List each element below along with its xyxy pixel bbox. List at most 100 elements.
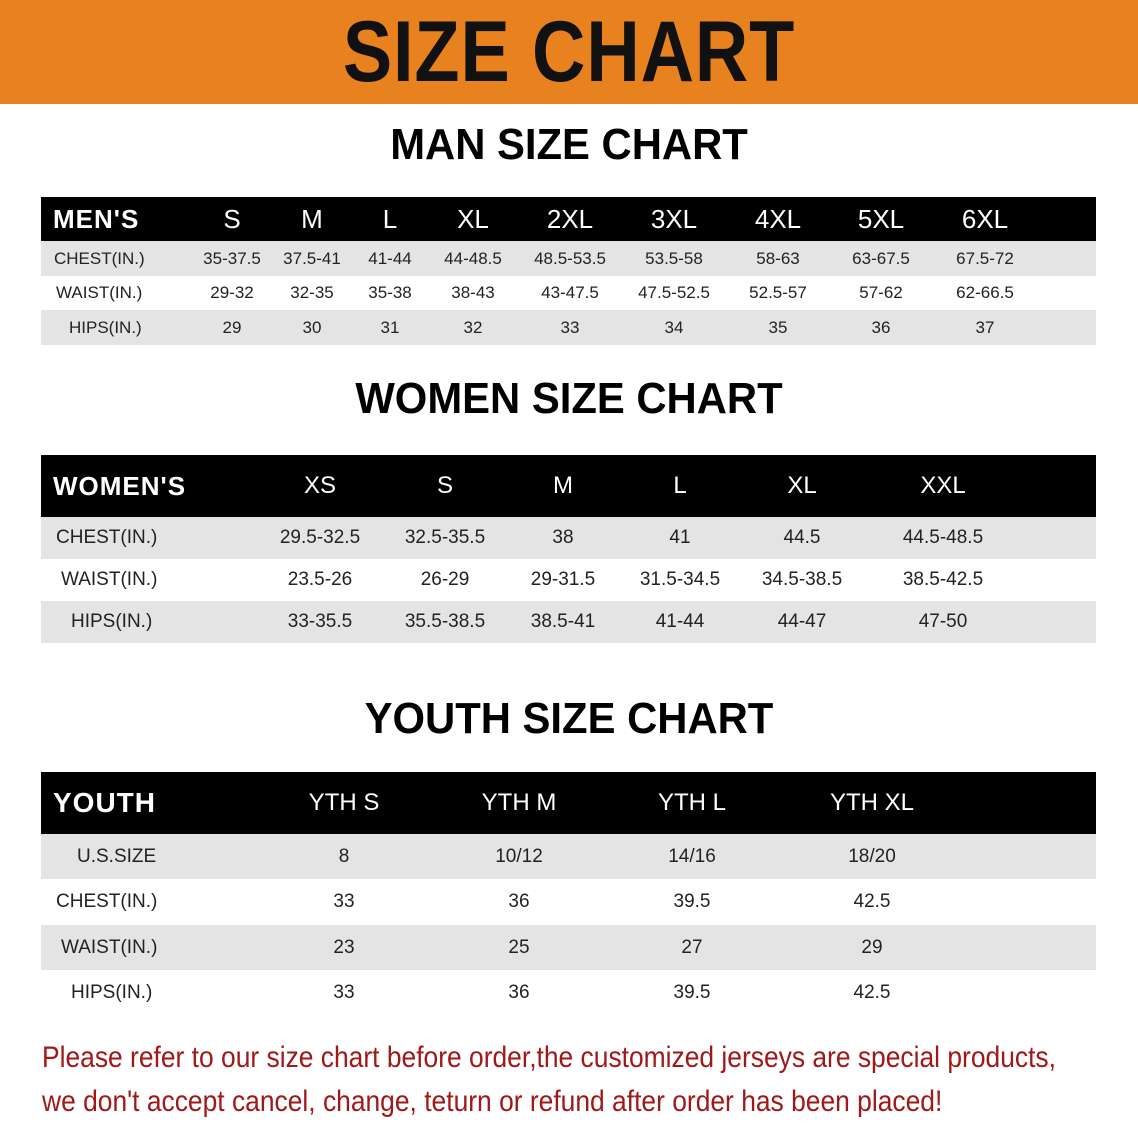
row-label: WAIST(IN.) bbox=[61, 569, 158, 590]
table-row: CHEST(IN.) 29.5-32.5 32.5-35.5 38 41 44.5 44.5… bbox=[41, 517, 1096, 559]
size-column-header: XL bbox=[457, 203, 489, 234]
table-cell: 14/16 bbox=[668, 845, 716, 867]
table-cell: 29-31.5 bbox=[530, 569, 596, 590]
youth-size-table: YOUTH YTH S YTH M YTH L YTH XL U.S.SIZE 8 10/12… bbox=[41, 772, 1096, 1015]
size-column-header: YTH M bbox=[481, 789, 557, 816]
table-cell: 36 bbox=[508, 981, 530, 1003]
table-cell: 38 bbox=[552, 527, 574, 548]
size-column-header: 2XL bbox=[546, 203, 594, 234]
men-size-table: MEN'S S M L XL 2XL 3XL 4XL 5XL 6XL CHEST(IN.) 35-37… bbox=[41, 197, 1096, 345]
table-cell: 23.5-26 bbox=[287, 569, 353, 590]
row-label: HIPS(IN.) bbox=[71, 981, 153, 1003]
size-column-header: S bbox=[223, 203, 241, 234]
table-row: CHEST(IN.) 33 36 39.5 42.5 bbox=[41, 879, 1096, 925]
size-column-header: YTH S bbox=[308, 789, 380, 816]
table-cell: 32-35 bbox=[290, 283, 334, 302]
table-cell: 53.5-58 bbox=[645, 248, 703, 268]
size-column-header: XS bbox=[303, 472, 337, 499]
size-column-header: XL bbox=[787, 472, 817, 499]
table-cell: 47-50 bbox=[918, 611, 968, 632]
table-cell: 37 bbox=[975, 317, 995, 337]
table-cell: 62-66.5 bbox=[956, 283, 1014, 302]
table-cell: 52.5-57 bbox=[749, 283, 807, 302]
banner-title: SIZE CHART bbox=[342, 4, 796, 100]
table-row: HIPS(IN.) 33 36 39.5 42.5 bbox=[41, 970, 1096, 1015]
table-cell: 33 bbox=[560, 317, 580, 337]
table-cell: 26-29 bbox=[420, 569, 470, 590]
table-cell: 36 bbox=[508, 891, 530, 912]
table-cell: 42.5 bbox=[853, 891, 891, 912]
row-label: CHEST(IN.) bbox=[54, 248, 145, 268]
table-cell: 38-43 bbox=[451, 283, 495, 302]
table-cell: 35.5-38.5 bbox=[404, 611, 486, 632]
table-cell: 39.5 bbox=[673, 891, 711, 912]
men-section-title: MAN SIZE CHART bbox=[390, 120, 748, 169]
table-cell: 35-38 bbox=[368, 283, 412, 302]
table-cell: 41-44 bbox=[368, 248, 412, 268]
table-cell: 30 bbox=[302, 317, 322, 337]
row-label: WAIST(IN.) bbox=[61, 936, 158, 958]
table-cell: 42.5 bbox=[853, 981, 891, 1003]
size-column-header: 6XL bbox=[961, 203, 1009, 234]
table-cell: 48.5-53.5 bbox=[534, 248, 606, 268]
size-column-header: L bbox=[382, 203, 398, 234]
row-label: CHEST(IN.) bbox=[56, 527, 158, 548]
size-column-header: 5XL bbox=[857, 203, 905, 234]
table-cell: 18/20 bbox=[848, 845, 896, 867]
table-header-row: WOMEN'S XS S M L XL XXL bbox=[41, 455, 1096, 517]
table-cell: 34 bbox=[664, 317, 684, 337]
table-cell: 44.5 bbox=[783, 527, 821, 548]
table-cell: 29 bbox=[861, 936, 883, 958]
table-cell: 29 bbox=[222, 317, 242, 337]
table-cell: 41-44 bbox=[655, 611, 705, 632]
header-label: MEN'S bbox=[53, 203, 140, 234]
table-cell: 63-67.5 bbox=[852, 248, 910, 268]
table-row: WAIST(IN.) 23.5-26 26-29 29-31.5 31.5-34.5 34… bbox=[41, 559, 1096, 601]
table-cell: 23 bbox=[333, 936, 355, 958]
notice-line-1: Please refer to our size chart before or… bbox=[42, 1041, 1056, 1074]
youth-section-title: YOUTH SIZE CHART bbox=[364, 694, 774, 743]
table-cell: 10/12 bbox=[495, 845, 543, 867]
size-column-header: YTH XL bbox=[829, 789, 915, 816]
table-cell: 57-62 bbox=[859, 283, 903, 302]
table-row: WAIST(IN.) 29-32 32-35 35-38 38-43 43-47.5 47.… bbox=[41, 276, 1096, 310]
size-column-header: M bbox=[553, 472, 573, 499]
row-label: WAIST(IN.) bbox=[56, 283, 143, 302]
table-cell: 25 bbox=[508, 936, 530, 958]
size-column-header: YTH L bbox=[657, 789, 727, 816]
table-cell: 33 bbox=[333, 891, 355, 912]
table-cell: 35-37.5 bbox=[203, 248, 261, 268]
table-cell: 44.5-48.5 bbox=[902, 527, 984, 548]
size-column-header: 4XL bbox=[754, 203, 802, 234]
table-cell: 27 bbox=[681, 936, 703, 958]
table-cell: 38.5-42.5 bbox=[902, 569, 984, 590]
table-header-row: MEN'S S M L XL 2XL 3XL 4XL 5XL 6XL bbox=[41, 197, 1096, 241]
table-cell: 41 bbox=[669, 527, 691, 548]
table-cell: 38.5-41 bbox=[530, 611, 596, 632]
table-cell: 44-48.5 bbox=[444, 248, 502, 268]
table-cell: 67.5-72 bbox=[956, 248, 1014, 268]
banner: SIZE CHART bbox=[0, 0, 1138, 104]
row-label: CHEST(IN.) bbox=[56, 891, 158, 912]
size-column-header: XXL bbox=[920, 472, 966, 499]
table-cell: 34.5-38.5 bbox=[761, 569, 843, 590]
women-size-table: WOMEN'S XS S M L XL XXL CHEST(IN.) 29.5-32.5 32.5… bbox=[41, 455, 1096, 643]
table-cell: 29-32 bbox=[210, 283, 254, 302]
women-section-title: WOMEN SIZE CHART bbox=[355, 374, 783, 423]
table-cell: 44-47 bbox=[777, 611, 827, 632]
row-label: U.S.SIZE bbox=[77, 845, 157, 867]
table-cell: 58-63 bbox=[756, 248, 800, 268]
table-row: U.S.SIZE 8 10/12 14/16 18/20 bbox=[41, 834, 1096, 879]
table-row: HIPS(IN.) 29 30 31 32 33 34 35 36 37 bbox=[41, 310, 1096, 345]
table-row: HIPS(IN.) 33-35.5 35.5-38.5 38.5-41 41-44 44-… bbox=[41, 601, 1096, 643]
table-cell: 33-35.5 bbox=[287, 611, 353, 632]
table-cell: 37.5-41 bbox=[283, 248, 341, 268]
table-cell: 36 bbox=[871, 317, 891, 337]
header-label: WOMEN'S bbox=[53, 470, 187, 501]
order-notice: Please refer to our size chart before or… bbox=[42, 1036, 1056, 1124]
table-cell: 31.5-34.5 bbox=[639, 569, 721, 590]
table-cell: 32.5-35.5 bbox=[404, 527, 486, 548]
table-header-row: YOUTH YTH S YTH M YTH L YTH XL bbox=[41, 772, 1096, 834]
size-column-header: S bbox=[436, 472, 454, 499]
table-cell: 33 bbox=[333, 981, 355, 1003]
